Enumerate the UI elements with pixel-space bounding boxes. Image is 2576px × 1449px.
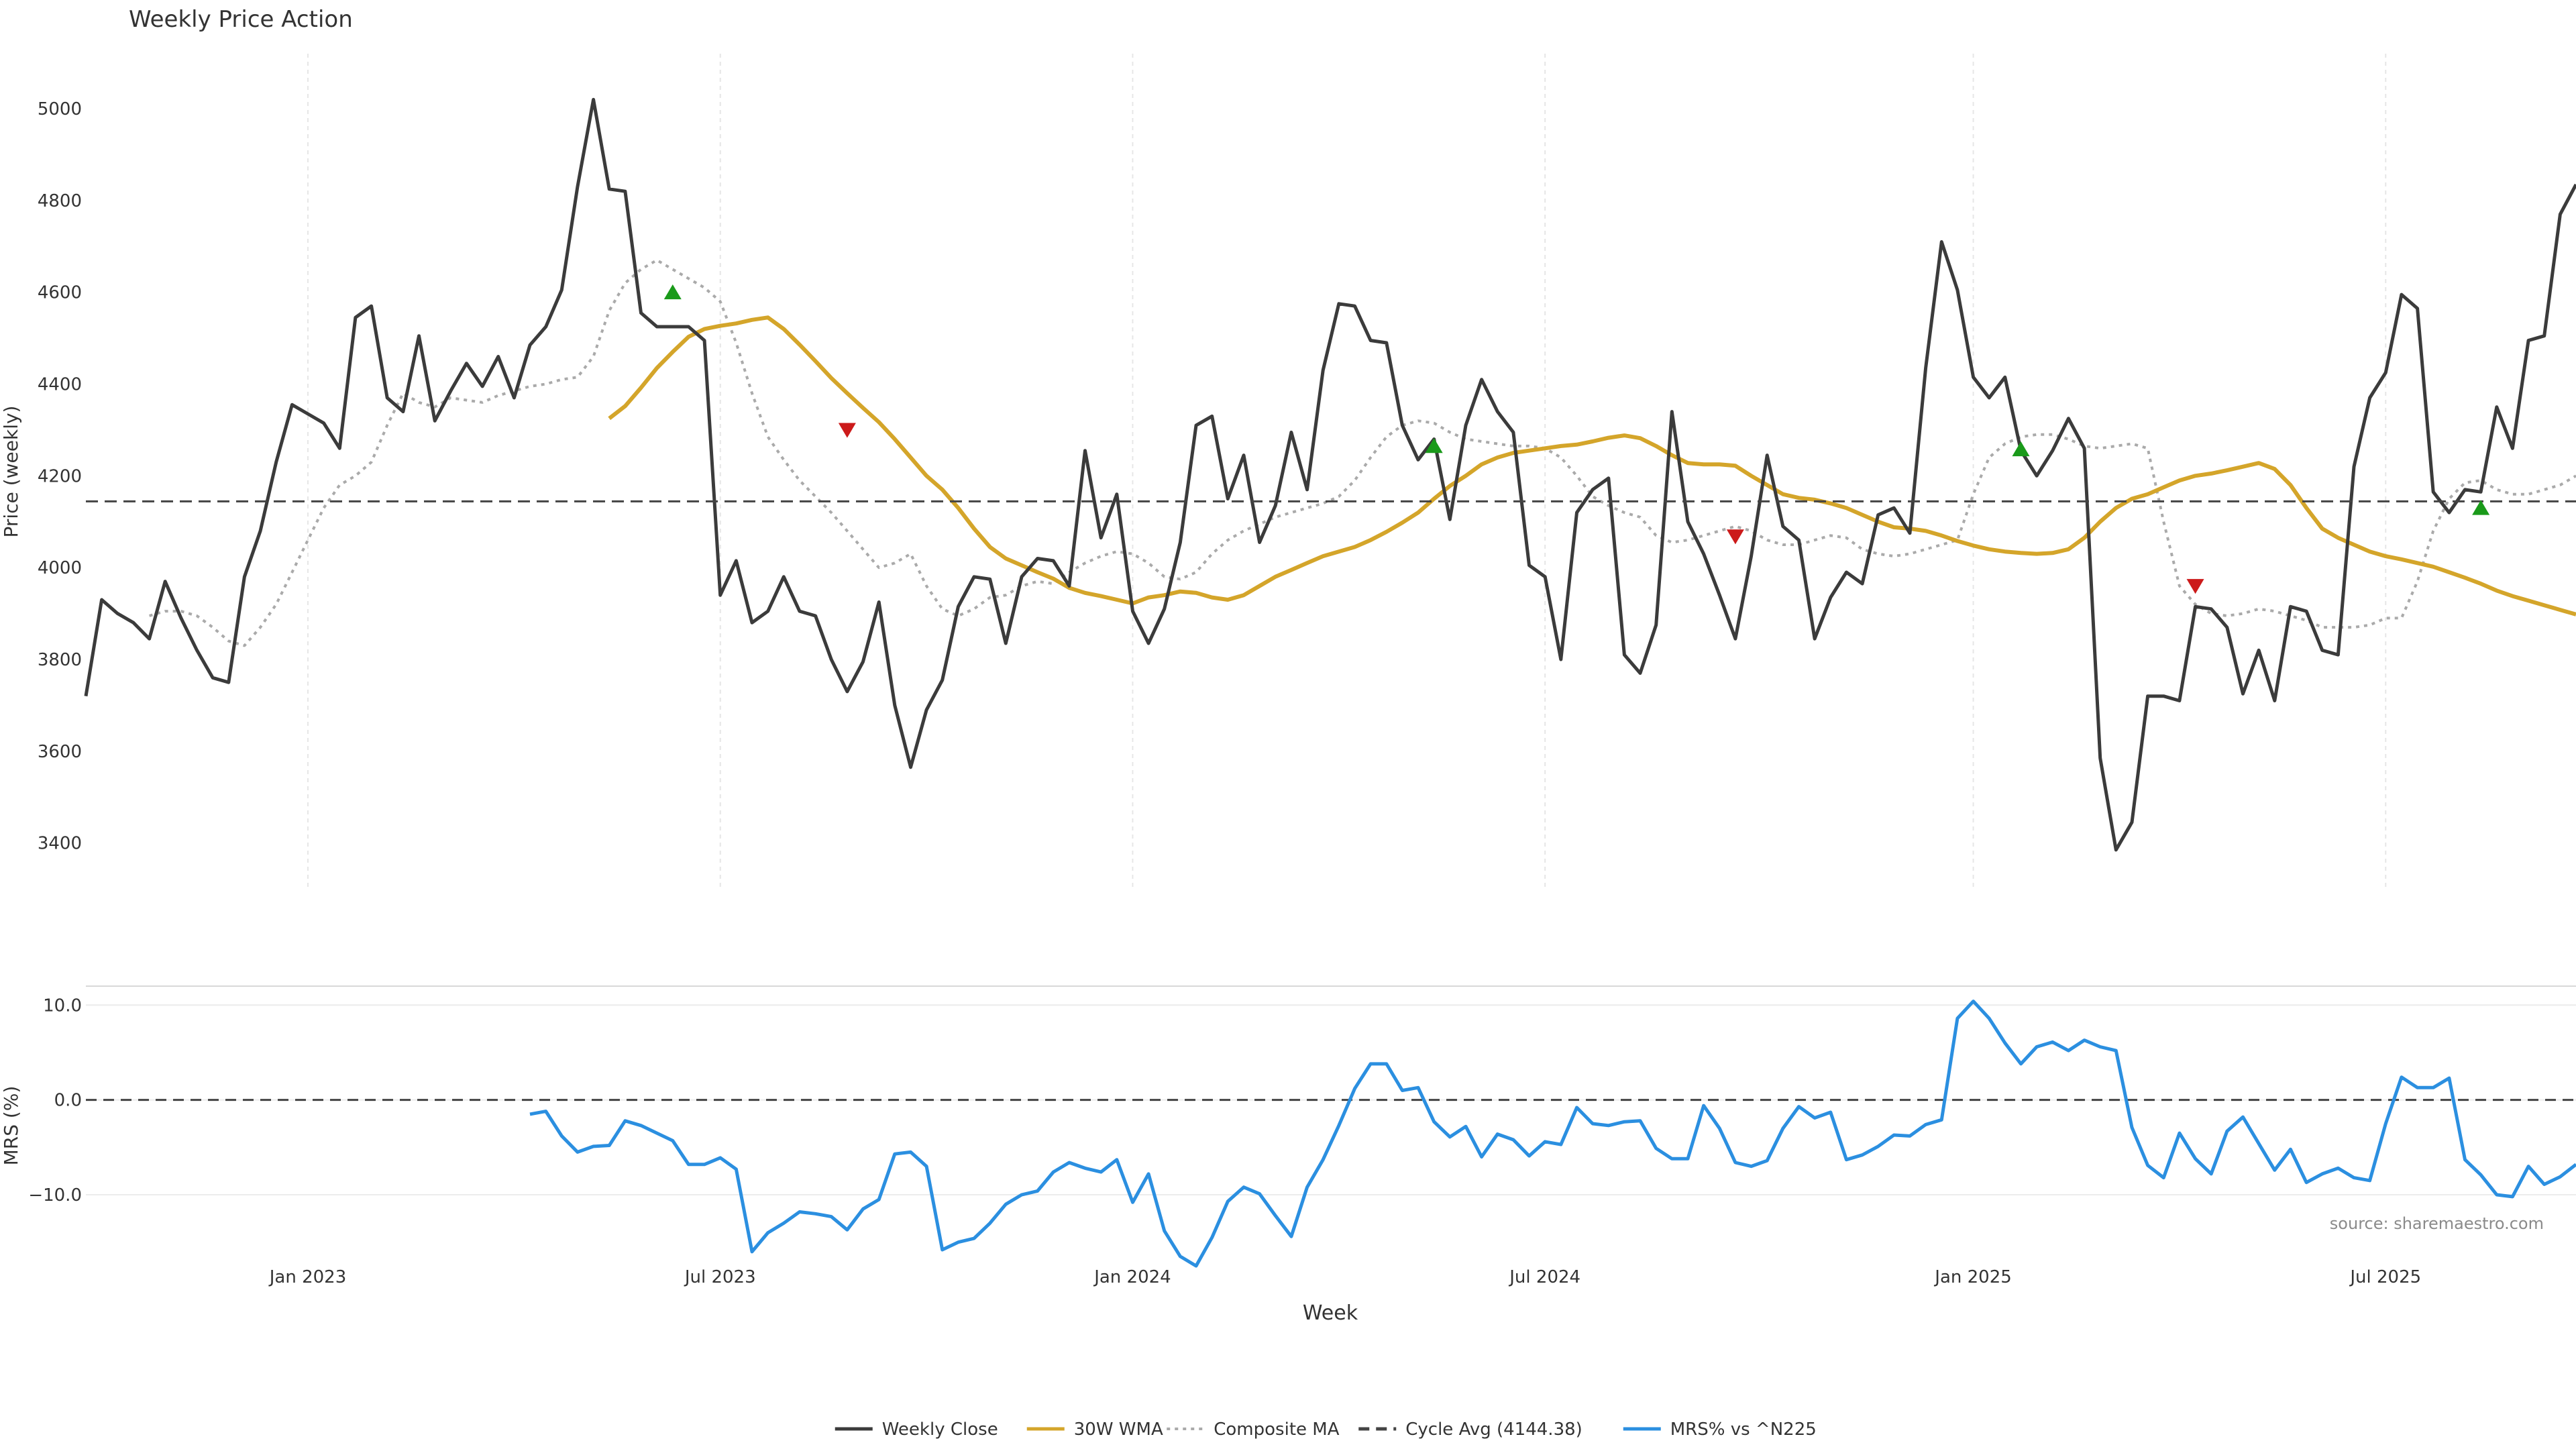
x-tick-label: Jul 2025 xyxy=(2349,1267,2421,1287)
sell-signal-marker xyxy=(2186,579,2204,594)
price-y-tick-label: 3600 xyxy=(38,742,82,762)
legend-item: MRS% vs ^N225 xyxy=(1623,1419,1817,1440)
legend-item: Weekly Close xyxy=(835,1419,998,1440)
price-y-tick-label: 4600 xyxy=(38,283,82,303)
mrs-line xyxy=(529,1000,2576,1268)
x-tick-label: Jan 2023 xyxy=(268,1267,347,1287)
price-y-tick-label: 3800 xyxy=(38,650,82,670)
legend-label: Weekly Close xyxy=(882,1419,998,1440)
wma-30w-line xyxy=(608,315,2576,616)
buy-signal-marker xyxy=(2012,441,2030,457)
mrs-y-axis-label: MRS (%) xyxy=(0,1086,22,1166)
sell-signal-marker xyxy=(1726,529,1744,545)
price-y-tick-label: 3400 xyxy=(38,834,82,854)
x-tick-label: Jan 2024 xyxy=(1093,1267,1171,1287)
price-y-tick-label: 4400 xyxy=(38,375,82,395)
buy-signal-marker xyxy=(2472,500,2490,515)
legend-label: Cycle Avg (4144.38) xyxy=(1405,1419,1582,1440)
price-panel: 3400 3600 3800 4000 4200 4400 4600 4800 5000 xyxy=(38,54,2576,889)
x-tick-label: Jan 2025 xyxy=(1933,1267,2012,1287)
x-tick-label: Jul 2023 xyxy=(684,1267,756,1287)
legend-label: Composite MA xyxy=(1214,1419,1339,1440)
legend-label: MRS% vs ^N225 xyxy=(1670,1419,1817,1440)
mrs-y-tick-label: 0.0 xyxy=(54,1091,82,1111)
price-y-tick-label: 4800 xyxy=(38,191,82,211)
price-y-tick-label: 5000 xyxy=(38,99,82,119)
price-y-axis-label: Price (weekly) xyxy=(0,406,22,538)
sell-signal-marker xyxy=(838,423,856,438)
legend-item: 30W WMA xyxy=(1026,1419,1163,1440)
weekly-close-line xyxy=(84,97,2576,852)
mrs-y-tick-label: 10.0 xyxy=(43,996,82,1016)
legend-label: 30W WMA xyxy=(1074,1419,1163,1440)
x-tick-label: Jul 2024 xyxy=(1508,1267,1580,1287)
x-axis: Jan 2023 Jul 2023 Jan 2024 Jul 2024 Jan 2025… xyxy=(268,1267,2421,1287)
buy-signal-marker xyxy=(1425,438,1443,453)
legend-item: Cycle Avg (4144.38) xyxy=(1358,1419,1582,1440)
price-y-tick-label: 4000 xyxy=(38,558,82,578)
mrs-y-tick-label: −10.0 xyxy=(28,1185,82,1205)
mrs-panel: 10.0 0.0 −10.0 xyxy=(28,985,2576,1268)
source-note: source: sharemaestro.com xyxy=(2330,1214,2544,1233)
legend-item: Composite MA xyxy=(1167,1419,1340,1440)
x-axis-label: Week xyxy=(1303,1301,1358,1325)
composite-ma-line xyxy=(149,258,2576,647)
price-y-tick-label: 4200 xyxy=(38,466,82,486)
chart-title: Weekly Price Action xyxy=(129,6,353,33)
legend: Weekly Close 30W WMA Composite MA Cycle Avg… xyxy=(835,1419,1817,1440)
buy-signal-marker xyxy=(663,284,682,300)
